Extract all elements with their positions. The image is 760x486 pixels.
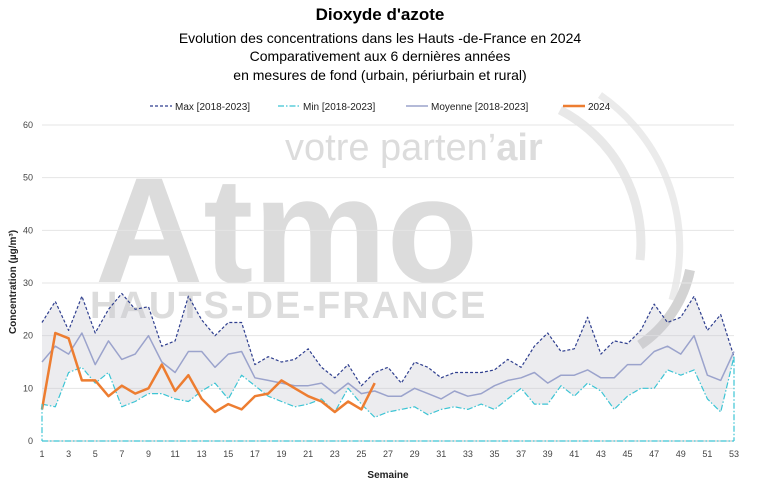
y-axis-label: Concentration (µg/m³) — [8, 230, 19, 334]
x-tick-label-49: 49 — [676, 449, 686, 459]
chart-subtitle-line-3: en mesures de fond (urbain, périurbain e… — [233, 67, 526, 83]
y-tick-label-20: 20 — [23, 331, 33, 341]
legend-label-max: Max [2018-2023] — [175, 102, 250, 113]
x-tick-label-13: 13 — [197, 449, 207, 459]
series-layer — [40, 292, 735, 442]
x-tick-label-19: 19 — [277, 449, 287, 459]
chart-subtitle-line-2: Comparativement aux 6 dernières années — [250, 48, 511, 64]
legend-label-min: Min [2018-2023] — [303, 102, 375, 113]
x-tick-label-31: 31 — [436, 449, 446, 459]
x-tick-label-21: 21 — [303, 449, 313, 459]
x-tick-label-27: 27 — [383, 449, 393, 459]
x-tick-label-35: 35 — [489, 449, 499, 459]
x-tick-label-45: 45 — [623, 449, 633, 459]
series-max-line — [41, 292, 735, 387]
x-tick-label-5: 5 — [93, 449, 98, 459]
watermark-tagline: votre parten’air — [285, 127, 543, 169]
x-tick-label-53: 53 — [729, 449, 739, 459]
x-tick-label-47: 47 — [649, 449, 659, 459]
chart-subtitle-line-1: Evolution des concentrations dans les Ha… — [179, 30, 582, 46]
legend-label-2024: 2024 — [588, 102, 611, 113]
y-axis-ticks: 0 10 20 30 40 50 60 — [23, 120, 33, 446]
y-tick-label-50: 50 — [23, 173, 33, 183]
x-tick-label-39: 39 — [543, 449, 553, 459]
x-tick-label-37: 37 — [516, 449, 526, 459]
x-tick-label-23: 23 — [330, 449, 340, 459]
y-tick-label-10: 10 — [23, 383, 33, 393]
x-tick-label-17: 17 — [250, 449, 260, 459]
band-area — [42, 293, 734, 418]
legend: Max [2018-2023] Min [2018-2023] Moyenne … — [150, 102, 611, 113]
y-tick-label-40: 40 — [23, 225, 33, 235]
watermark-arc-outer — [557, 106, 646, 261]
legend-label-mean: Moyenne [2018-2023] — [431, 102, 529, 113]
x-tick-label-41: 41 — [569, 449, 579, 459]
watermark-arc-inner — [637, 268, 695, 350]
x-tick-label-7: 7 — [119, 449, 124, 459]
watermark-arc-middle — [598, 92, 684, 301]
x-axis-ticks: 1 3 5 7 9 11 13 15 17 19 21 23 25 27 29 31 33 35 37 39 41 43 4… — [39, 449, 739, 459]
x-tick-label-43: 43 — [596, 449, 606, 459]
y-tick-label-60: 60 — [23, 120, 33, 130]
x-tick-label-9: 9 — [146, 449, 151, 459]
series-min-line — [41, 356, 735, 418]
y-tick-label-0: 0 — [28, 436, 33, 446]
min-max-band — [42, 293, 734, 418]
x-tick-label-25: 25 — [356, 449, 366, 459]
x-tick-label-1: 1 — [39, 449, 44, 459]
series-mean-line — [41, 332, 735, 400]
x-axis-label: Semaine — [367, 470, 409, 481]
x-tick-label-51: 51 — [702, 449, 712, 459]
y-tick-label-30: 30 — [23, 278, 33, 288]
watermark-region: HAUTS-DE-FRANCE — [90, 285, 487, 327]
watermark-logo: votre parten’air Atmo HAUTS-DE-FRANCE — [90, 92, 695, 350]
x-tick-label-33: 33 — [463, 449, 473, 459]
x-tick-label-3: 3 — [66, 449, 71, 459]
x-tick-label-15: 15 — [223, 449, 233, 459]
series-2024-line — [40, 331, 376, 414]
x-tick-label-11: 11 — [170, 449, 179, 459]
chart-title: Dioxyde d'azote — [316, 5, 445, 24]
x-tick-label-29: 29 — [410, 449, 420, 459]
